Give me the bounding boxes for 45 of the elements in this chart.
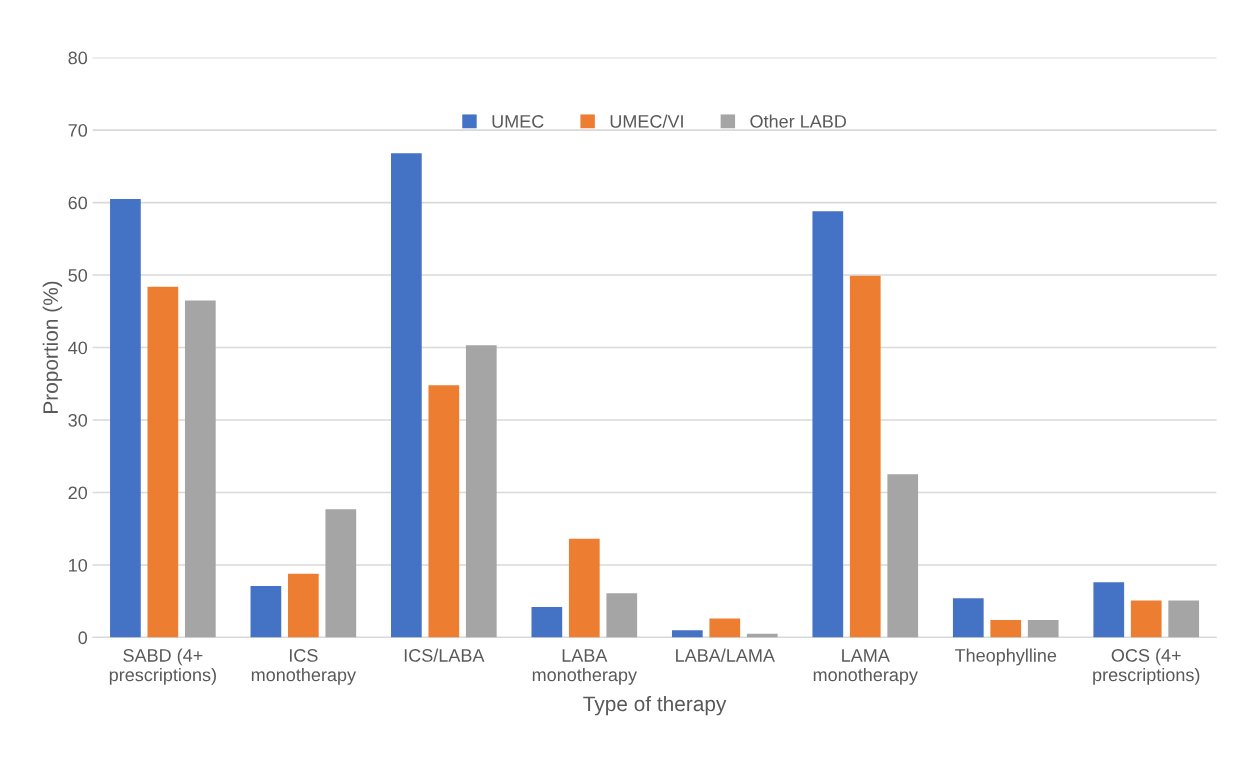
bar bbox=[671, 630, 703, 638]
x-tick-label: LABA monotherapy bbox=[532, 649, 637, 685]
y-tick-label: 60 bbox=[68, 196, 88, 210]
bar bbox=[391, 153, 422, 638]
x-axis-title: Type of therapy bbox=[583, 695, 727, 716]
bar bbox=[990, 620, 1022, 638]
legend-label: Other LABD bbox=[750, 114, 846, 128]
bar bbox=[812, 211, 844, 638]
legend-label: UMEC/VI bbox=[610, 114, 683, 128]
bar bbox=[428, 385, 460, 638]
bar bbox=[568, 538, 600, 638]
x-tick-label: ICS/LABA bbox=[404, 648, 485, 662]
y-tick-label: 70 bbox=[68, 124, 88, 137]
y-axis-title: Proportion (%) bbox=[42, 281, 63, 413]
bar bbox=[1168, 600, 1200, 638]
x-tick-label: ICS monotherapy bbox=[251, 649, 357, 685]
bar bbox=[110, 198, 141, 638]
bar bbox=[606, 593, 638, 638]
bar bbox=[325, 509, 357, 638]
x-tick-label: SABD (4+ prescriptions) bbox=[109, 648, 216, 685]
bar bbox=[184, 300, 216, 638]
y-tick-label: 10 bbox=[69, 558, 88, 572]
y-tick-label: 30 bbox=[68, 413, 88, 427]
bar bbox=[1093, 582, 1125, 638]
legend-label: UMEC bbox=[492, 115, 544, 128]
bar bbox=[531, 607, 563, 638]
bar bbox=[952, 598, 984, 638]
y-tick-label: 20 bbox=[68, 486, 88, 500]
bar bbox=[1027, 620, 1059, 638]
bar bbox=[147, 286, 179, 638]
bar bbox=[250, 585, 282, 638]
x-tick-label: Theophylline bbox=[954, 648, 1057, 666]
bar bbox=[887, 474, 919, 638]
x-tick-label: LABA/LAMA bbox=[676, 648, 775, 662]
bar bbox=[465, 345, 497, 638]
x-tick-label: OCS (4+ prescriptions) bbox=[1093, 648, 1200, 685]
y-tick-label: 40 bbox=[68, 341, 88, 355]
x-tick-label: LAMA monotherapy bbox=[813, 649, 918, 685]
y-tick-label: 50 bbox=[68, 268, 88, 282]
bar bbox=[849, 275, 881, 638]
y-tick-label: 0 bbox=[78, 631, 88, 645]
bar bbox=[709, 618, 741, 638]
y-tick-label: 80 bbox=[68, 51, 88, 65]
bar bbox=[287, 573, 319, 638]
bar bbox=[1130, 600, 1162, 638]
